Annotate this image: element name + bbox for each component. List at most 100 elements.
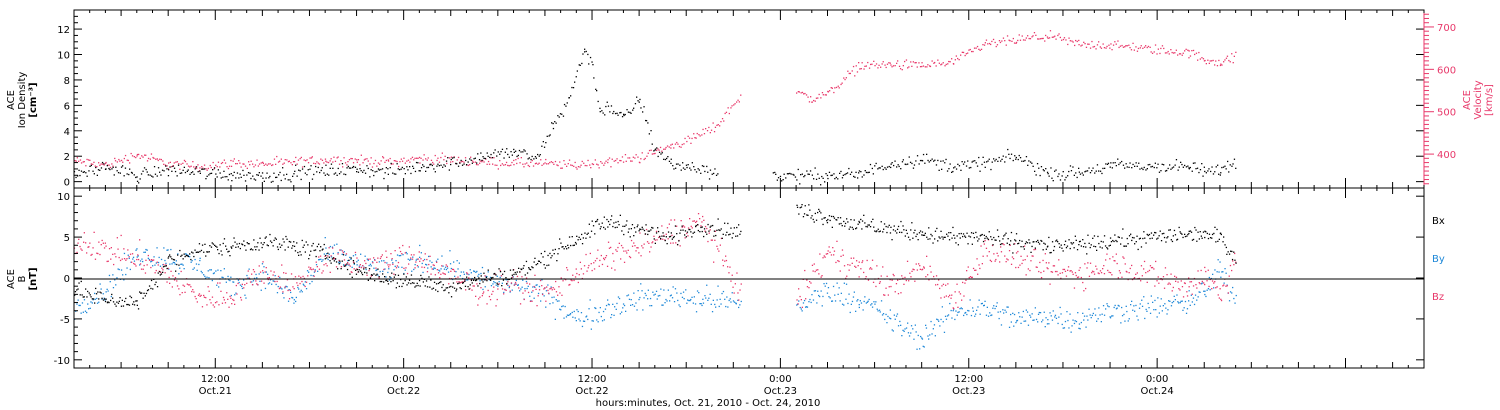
data-point-ion-density: [1222, 166, 1225, 168]
data-point-bx: [904, 235, 906, 237]
data-point-velocity: [483, 161, 485, 163]
data-point-bz: [1175, 280, 1177, 282]
data-point-by: [356, 261, 358, 263]
data-point-bx: [978, 238, 980, 240]
data-point-ion-density: [427, 166, 430, 169]
data-point-ion-density: [1096, 164, 1099, 166]
data-point-by: [379, 270, 381, 273]
data-point-by: [707, 299, 709, 301]
data-point-by: [1023, 320, 1025, 322]
data-point-by: [568, 314, 570, 316]
data-point-by: [368, 264, 370, 267]
data-point-by: [903, 330, 905, 332]
data-point-bz: [281, 264, 283, 266]
data-point-velocity: [160, 158, 162, 161]
data-point-by: [215, 270, 217, 272]
data-point-bz: [940, 297, 942, 299]
data-point-ion-density: [179, 172, 181, 174]
data-point-bz: [628, 255, 631, 258]
data-point-bx: [532, 267, 534, 269]
data-point-bz: [555, 291, 558, 293]
data-point-bz: [167, 267, 169, 270]
data-point-ion-density: [1132, 163, 1134, 166]
data-point-bx: [85, 288, 87, 290]
data-point-by: [1113, 306, 1115, 309]
data-point-by: [964, 312, 966, 314]
data-point-by: [198, 263, 200, 266]
data-point-bx: [329, 260, 331, 262]
data-point-bx: [1121, 237, 1123, 239]
data-point-ion-density: [136, 176, 138, 178]
data-point-by: [159, 265, 162, 267]
data-point-by: [438, 269, 440, 271]
data-point-velocity: [830, 87, 832, 89]
data-point-bz: [170, 270, 172, 272]
data-point-by: [531, 291, 533, 293]
data-point-by: [1013, 325, 1015, 327]
data-point-bz: [672, 242, 674, 244]
data-point-by: [1034, 307, 1036, 309]
data-point-bx: [644, 233, 647, 235]
data-point-ion-density: [1094, 172, 1096, 174]
data-point-ion-density: [1233, 158, 1236, 160]
data-point-by: [88, 308, 90, 310]
data-point-ion-density: [354, 166, 357, 168]
data-point-by: [501, 282, 503, 284]
data-point-by: [463, 273, 465, 275]
data-point-ion-density: [997, 160, 999, 162]
data-point-bx: [1076, 249, 1079, 251]
data-point-by: [1025, 309, 1027, 311]
data-point-by: [293, 302, 295, 304]
data-point-velocity: [318, 163, 321, 165]
data-point-velocity: [296, 163, 298, 165]
data-point-bx: [796, 206, 799, 208]
data-point-velocity: [955, 55, 957, 57]
data-point-bz: [539, 279, 542, 282]
data-point-ion-density: [168, 169, 170, 171]
data-point-bx: [1101, 247, 1103, 249]
data-point-by: [1109, 316, 1111, 318]
data-point-ion-density: [159, 171, 161, 173]
data-point-velocity: [527, 164, 529, 167]
data-point-ion-density: [138, 182, 140, 184]
data-point-by: [812, 299, 815, 301]
data-point-by: [1108, 306, 1110, 308]
data-point-ion-density: [478, 159, 481, 161]
data-point-ion-density: [1035, 174, 1037, 176]
data-point-bx: [962, 233, 965, 235]
data-point-velocity: [666, 145, 669, 147]
data-point-by: [110, 295, 112, 298]
data-point-bz: [1011, 256, 1014, 258]
data-point-bz: [858, 261, 860, 263]
data-point-bz: [139, 239, 141, 241]
data-point-by: [509, 291, 511, 293]
data-point-ion-density: [111, 168, 113, 170]
data-point-bx: [1066, 245, 1069, 247]
data-point-velocity: [271, 164, 273, 167]
data-point-velocity: [811, 101, 813, 103]
data-point-by: [1204, 290, 1206, 292]
data-point-bx: [293, 245, 296, 247]
data-point-velocity: [440, 156, 442, 159]
data-point-bx: [866, 226, 869, 228]
data-point-ion-density: [976, 165, 979, 167]
data-point-bx: [1213, 232, 1215, 235]
data-point-bz: [570, 279, 572, 281]
data-point-by: [553, 296, 555, 298]
data-point-by: [607, 303, 610, 305]
data-point-velocity: [221, 161, 224, 164]
data-point-velocity: [610, 166, 612, 168]
data-point-ion-density: [459, 162, 461, 164]
data-point-ion-density: [599, 111, 601, 113]
data-point-by: [874, 303, 876, 305]
data-point-velocity: [189, 166, 191, 168]
data-point-velocity: [1111, 49, 1113, 51]
data-point-bz: [418, 251, 420, 253]
data-point-bz: [531, 300, 533, 302]
data-point-ion-density: [123, 175, 125, 177]
data-point-by: [1221, 271, 1223, 273]
data-point-bx: [208, 251, 210, 253]
data-point-ion-density: [493, 152, 495, 154]
data-point-bx: [738, 224, 740, 226]
data-point-bz: [522, 292, 524, 294]
